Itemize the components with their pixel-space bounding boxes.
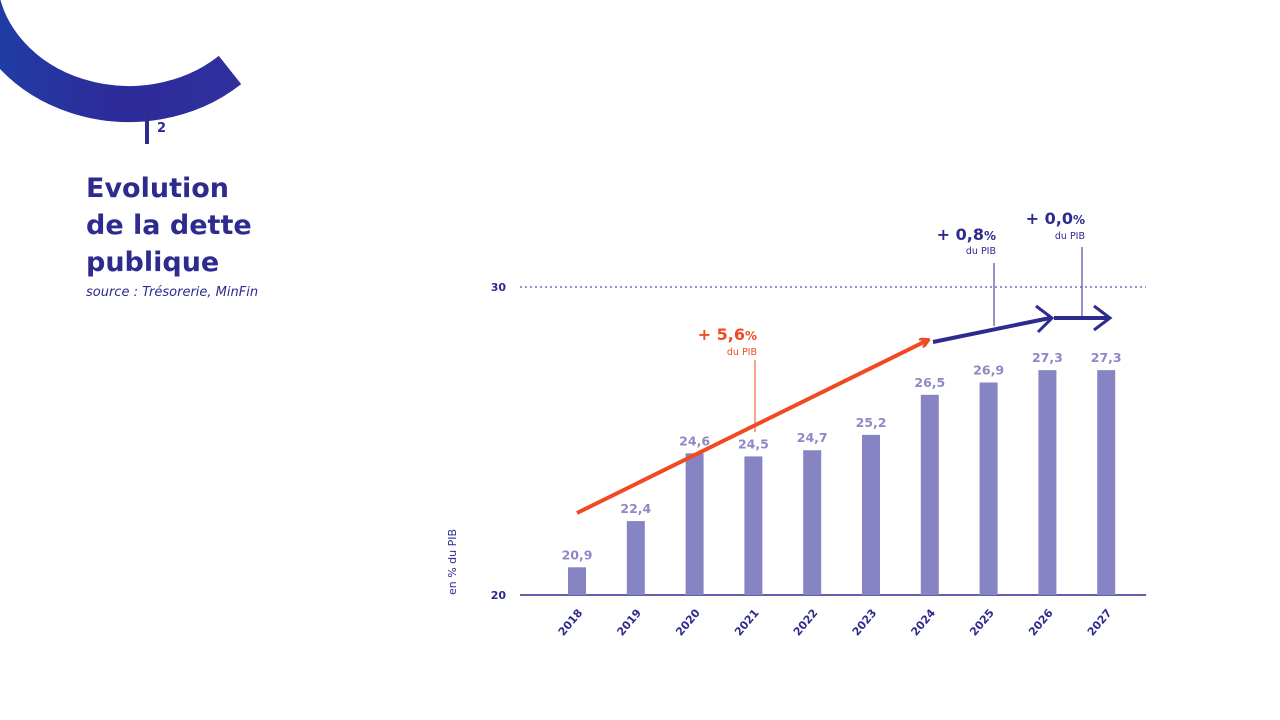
decorative-arc [0,0,242,144]
trend-arrow-2018-2024 [576,340,928,515]
bar-value-label: 27,3 [1091,350,1122,365]
annotation-subtext: du PIB [727,347,757,358]
arrowhead-2026 [1035,304,1055,334]
x-tick-label: 2027 [1085,607,1115,639]
annotation-number: + 0,0 [1026,209,1073,228]
page-title-line: Evolution [86,173,230,204]
x-tick-label: 2024 [908,606,938,638]
bar-2025 [979,382,998,595]
page-title-line: de la dette [86,210,252,241]
bar-2027 [1097,370,1116,595]
annotation-unit: % [1073,213,1085,227]
bar-2019 [626,521,645,595]
bar-2022 [803,450,822,595]
bar-value-label: 26,5 [914,375,945,390]
x-tick-label: 2021 [732,607,762,639]
trend-arrow-2024-2026 [932,316,1051,344]
x-tick-label: 2026 [1026,606,1056,638]
x-tick-label: 2020 [673,606,703,638]
page-title: Evolution de la dette publique [86,170,346,281]
y-tick-label: 30 [491,281,507,294]
bar-value-label: 24,6 [679,433,710,448]
annotation-unit: % [984,229,996,243]
bar-2023 [862,434,880,595]
bar-value-label: 24,5 [738,436,769,451]
bar-value-label: 25,2 [856,415,887,430]
annotations-layer: + 5,6% du PIB + 0,8% du PIB + 0,0% du PIB [576,209,1113,515]
x-tick-label: 2022 [791,607,821,639]
annotation-number: + 5,6 [698,325,745,344]
bar-value-label: 24,7 [797,430,828,445]
bar-2020 [685,453,704,595]
y-tick-label: 20 [491,589,507,602]
source-note: source : Trésorerie, MinFin [86,285,259,300]
bar-value-label: 26,9 [973,362,1004,377]
annotation-unit: % [745,329,757,343]
annotation-subtext: du PIB [1055,231,1085,242]
annotation-number: + 0,8 [937,225,984,244]
bar-value-label: 20,9 [562,547,593,562]
bar-2018 [568,567,586,595]
bar-2024 [920,394,939,595]
bar-2026 [1038,370,1057,595]
x-tick-label: 2019 [614,607,644,639]
bar-value-label: 22,4 [620,501,651,516]
bar-2021 [744,456,763,595]
annotation-subtext: du PIB [966,246,996,257]
x-tick-label: 2018 [556,607,586,639]
annotation-value: + 5,6% [698,325,757,344]
bar-value-label: 27,3 [1032,350,1063,365]
x-tick-label: 2023 [850,607,880,639]
annotation-value: + 0,8% [937,225,996,244]
annotation-value: + 0,0% [1026,209,1085,228]
bars-layer [568,370,1116,595]
arrowhead-2027 [1093,304,1113,332]
x-tick-label: 2025 [967,607,997,639]
y-axis-title: en % du PIB [446,529,459,595]
page-number: 2 [157,121,167,136]
page-title-line: publique [86,247,220,278]
